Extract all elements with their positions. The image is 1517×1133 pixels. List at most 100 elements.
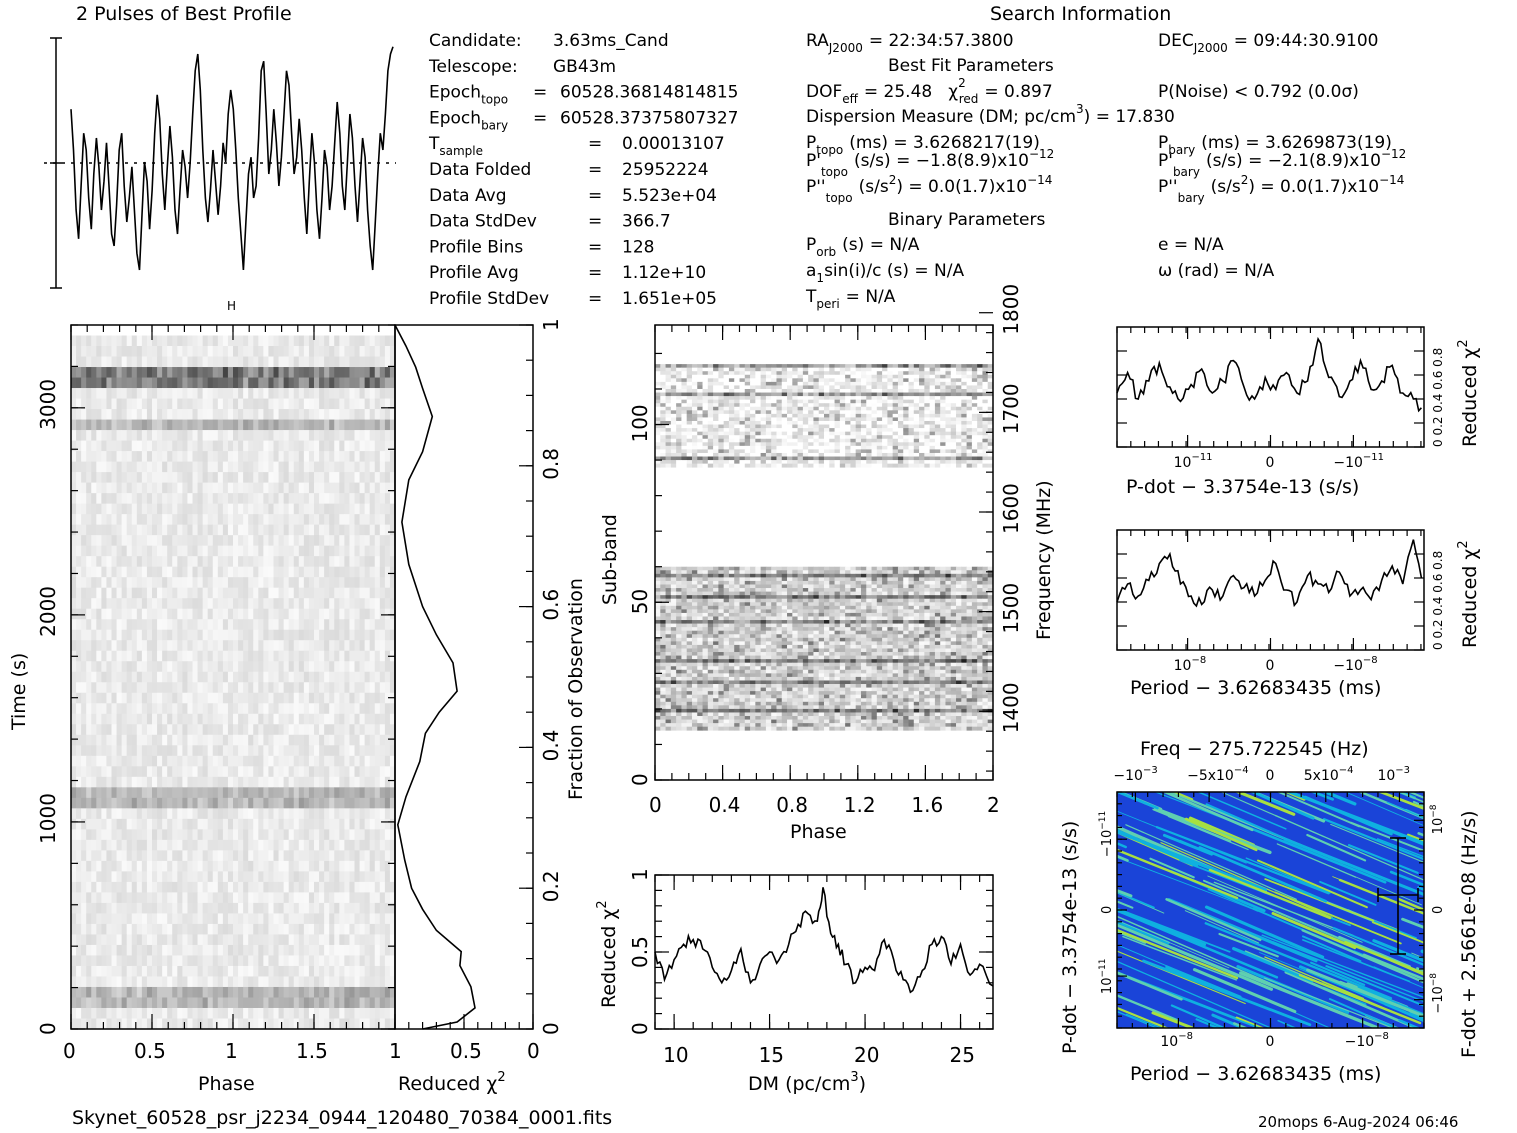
map-streak: [1475, 797, 1517, 863]
map-streak: [1117, 950, 1246, 1005]
map-streak: [1309, 792, 1335, 801]
map-streak: [1498, 1007, 1517, 1043]
info-eq: =: [533, 108, 547, 128]
info-eq: =: [588, 289, 602, 309]
tick-label: 1700: [999, 383, 1023, 434]
tick-label: 0: [1431, 906, 1446, 914]
tick-label: 10−11: [1098, 959, 1115, 995]
map-streak: [1271, 911, 1357, 950]
info-value: 3.63ms_Cand: [553, 31, 669, 51]
footer-filename: Skynet_60528_psr_j2234_0944_120480_70384…: [72, 1107, 612, 1129]
map-streak: [1471, 1062, 1517, 1087]
map-streak: [1117, 829, 1268, 892]
tick-label: 0: [63, 1039, 76, 1063]
map-streak: [1302, 939, 1411, 983]
tick-label: 0: [628, 773, 652, 786]
info-row: Data StdDev: [429, 212, 537, 232]
map-streak: [1117, 891, 1155, 909]
map-streak: [1372, 939, 1424, 963]
map-streak: [1198, 846, 1328, 903]
tick-label: −10−11: [1098, 811, 1115, 857]
map-streak: [1322, 818, 1424, 861]
info-value: 25952224: [622, 160, 709, 180]
svg-text:RAJ2000= 22:34:57.3800: RAJ2000 = 22:34:57.3800: [806, 31, 1014, 55]
info-eq: =: [588, 160, 602, 180]
map-streak: [1235, 1016, 1266, 1028]
info-value: 366.7: [622, 212, 671, 232]
map-streak: [1117, 994, 1179, 1022]
pdot-series-line: [1116, 336, 1422, 413]
map-streak: [1117, 909, 1279, 979]
map-streak: [1347, 844, 1419, 874]
svg-text:ω (rad) = N/A: ω (rad) = N/A: [1158, 261, 1275, 281]
tick-label: −5x10−4: [1187, 765, 1249, 784]
map-streak: [1196, 792, 1287, 830]
map-streak: [1117, 928, 1239, 980]
map-streak: [1232, 946, 1314, 983]
map-streak: [1298, 973, 1422, 1025]
info-eq: =: [588, 263, 602, 283]
redchi-xlabel: Reduced χ: [398, 1073, 497, 1095]
map-streak: [1484, 846, 1517, 920]
map-streak: [1301, 929, 1424, 984]
svg-text:Tperi= N/A: Tperi = N/A: [805, 287, 896, 311]
info-value: 0.00013107: [622, 134, 725, 154]
map-streak: [1184, 817, 1258, 852]
map-streak: [1502, 907, 1517, 945]
map-streak: [1373, 920, 1417, 939]
pdot-ylabel: Reduced χ: [1459, 348, 1481, 447]
tick-label: 1500: [999, 583, 1023, 634]
map-streak: [1384, 1003, 1424, 1021]
dm-series-line: [654, 887, 994, 994]
map-streak: [1486, 1015, 1517, 1039]
binary-heading: Binary Parameters: [888, 210, 1045, 230]
map-streak: [1472, 1087, 1517, 1133]
map-streak: [1479, 894, 1517, 965]
pdot-map-ylabel: P-dot − 3.3754e-13 (s/s): [1059, 821, 1081, 1054]
tick-label: 0.4: [539, 730, 563, 762]
period-ylabel: Reduced χ: [1459, 549, 1481, 648]
map-streak: [1378, 1078, 1441, 1104]
map-streak: [1344, 792, 1424, 827]
map-streak: [1165, 965, 1242, 999]
dm-xlabel: DM (pc/cm: [748, 1073, 850, 1095]
tick-label: 10−8: [1160, 1031, 1193, 1050]
map-streak: [1117, 848, 1239, 900]
tick-label: 1.5: [296, 1039, 328, 1063]
info-value: GB43m: [553, 57, 616, 77]
info-eq: =: [588, 212, 602, 232]
tick-label: 10−11: [1174, 452, 1213, 471]
map-streak: [1205, 803, 1299, 846]
map-streak: [1041, 1068, 1117, 1098]
map-streak: [1211, 1013, 1247, 1028]
map-streak: [1117, 971, 1183, 1001]
map-streak: [1162, 833, 1214, 856]
map-streak: [1149, 857, 1195, 879]
tick-label: 10−8: [1429, 804, 1446, 834]
map-streak: [1160, 842, 1333, 919]
redchi-time-line: [394, 324, 476, 1030]
subband-ylabel: Sub-band: [599, 514, 621, 605]
map-streak: [1303, 795, 1393, 836]
map-streak: [1125, 1013, 1164, 1028]
map-streak: [1476, 819, 1517, 859]
tick-label: 1600: [999, 483, 1023, 534]
best-fit-crosshair: [1377, 837, 1419, 955]
fdot-map-ylabel: F-dot + 2.5661e-08 (Hz/s): [1458, 810, 1480, 1058]
tick-label: 0: [1266, 658, 1275, 674]
map-streak: [1301, 935, 1362, 963]
map-streak: [1464, 765, 1517, 806]
period-map-xlabel: Period − 3.62683435 (ms): [1130, 1063, 1381, 1085]
tick-label: 50: [628, 589, 652, 614]
profile-plot: [44, 37, 396, 289]
svg-text:P'bary(s/s) = −2.1(8.9)x10−12: P'bary(s/s) = −2.1(8.9)x10−12: [1158, 147, 1406, 179]
map-streak: [1479, 1025, 1517, 1044]
map-streak: [1502, 909, 1517, 927]
map-streak: [1202, 879, 1353, 945]
map-streak: [1192, 968, 1297, 1014]
info-row: Profile Avg: [429, 263, 519, 283]
info-row: Data Avg: [429, 186, 506, 206]
tick-label: 5x10−4: [1304, 765, 1354, 784]
map-streak: [1344, 940, 1424, 975]
svg-text:a1sin(i)/c (s) = N/A: a1sin(i)/c (s) = N/A: [806, 261, 965, 285]
